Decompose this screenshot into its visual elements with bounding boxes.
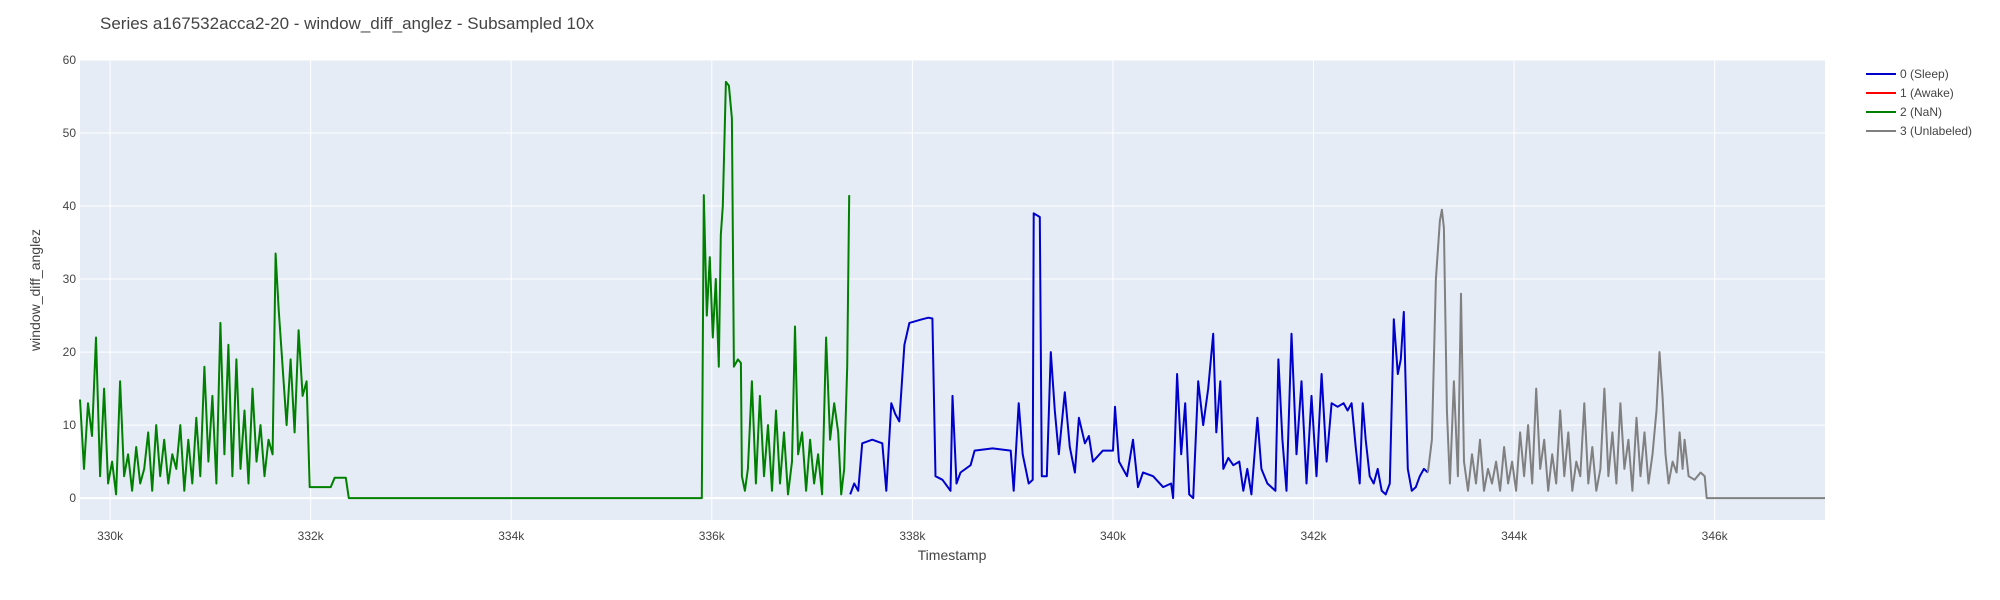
y-tick-label: 10 bbox=[63, 418, 77, 432]
x-axis-title: Timestamp bbox=[918, 547, 987, 563]
x-tick-label: 346k bbox=[1702, 529, 1729, 543]
y-axis-title: window_diff_anglez bbox=[27, 229, 43, 352]
x-tick-label: 330k bbox=[97, 529, 124, 543]
y-tick-label: 0 bbox=[69, 491, 76, 505]
x-tick-label: 342k bbox=[1301, 529, 1328, 543]
chart-title: Series a167532acca2-20 - window_diff_ang… bbox=[100, 14, 594, 33]
x-tick-label: 336k bbox=[699, 529, 726, 543]
series-line-0-sleep bbox=[849, 212, 1429, 500]
legend-label: 1 (Awake) bbox=[1900, 86, 1954, 100]
y-tick-label: 40 bbox=[63, 199, 77, 213]
legend-label: 0 (Sleep) bbox=[1900, 67, 1949, 81]
legend-item[interactable]: 3 (Unlabeled) bbox=[1866, 124, 1972, 138]
x-tick-label: 334k bbox=[498, 529, 525, 543]
x-axis-ticks: 330k 332k 334k 336k 338k 340k 342k 344k 346k bbox=[97, 529, 1729, 543]
legend-item[interactable]: 0 (Sleep) bbox=[1866, 67, 1949, 81]
legend[interactable]: 0 (Sleep) 1 (Awake) 2 (NaN) 3 (Unlabeled) bbox=[1866, 67, 1972, 138]
x-tick-label: 340k bbox=[1100, 529, 1127, 543]
y-tick-label: 20 bbox=[63, 345, 77, 359]
y-tick-label: 60 bbox=[63, 53, 77, 67]
legend-item[interactable]: 1 (Awake) bbox=[1866, 86, 1954, 100]
y-tick-label: 50 bbox=[63, 126, 77, 140]
legend-label: 2 (NaN) bbox=[1900, 105, 1942, 119]
y-axis-ticks: 0 10 20 30 40 50 60 bbox=[63, 53, 77, 505]
x-tick-label: 332k bbox=[298, 529, 325, 543]
x-tick-label: 338k bbox=[899, 529, 926, 543]
series-line-2-nan bbox=[79, 80, 851, 500]
series-line-3-unlabeled bbox=[1426, 208, 1825, 500]
series-layer bbox=[79, 80, 1825, 500]
x-tick-label: 344k bbox=[1501, 529, 1528, 543]
legend-item[interactable]: 2 (NaN) bbox=[1866, 105, 1942, 119]
legend-label: 3 (Unlabeled) bbox=[1900, 124, 1972, 138]
y-tick-label: 30 bbox=[63, 272, 77, 286]
